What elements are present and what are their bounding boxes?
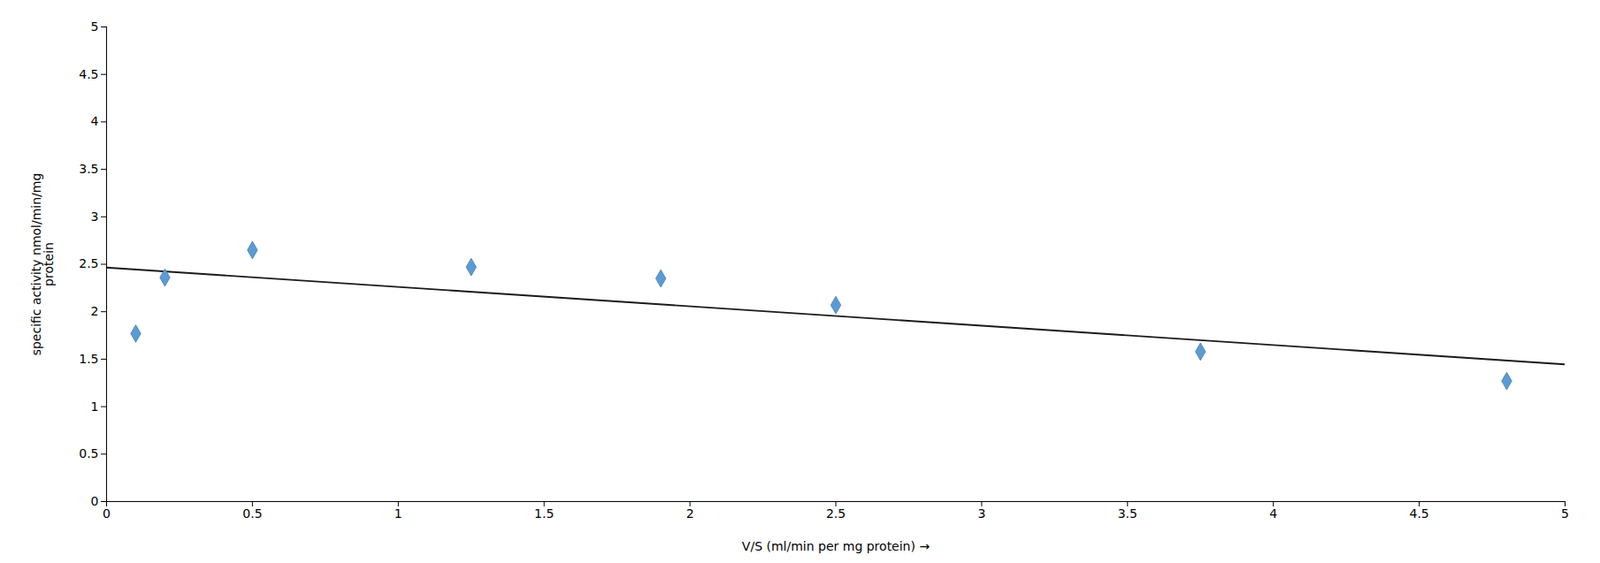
svg-text:1: 1 [91,399,100,414]
svg-text:2.5: 2.5 [826,506,846,521]
svg-text:1.5: 1.5 [534,506,554,521]
svg-text:2: 2 [686,506,695,521]
svg-text:3: 3 [977,506,986,521]
svg-text:0: 0 [91,494,100,509]
svg-text:4.5: 4.5 [1408,506,1429,521]
svg-text:2: 2 [91,304,100,319]
svg-text:5: 5 [91,19,100,34]
svg-text:0.5: 0.5 [242,506,262,521]
svg-text:3.5: 3.5 [1117,506,1138,521]
svg-text:4.5: 4.5 [78,67,99,82]
svg-text:4: 4 [91,114,100,129]
svg-text:1: 1 [394,506,403,521]
svg-text:3: 3 [91,209,100,224]
svg-text:0: 0 [102,506,111,521]
svg-text:V/S (ml/min per mg protein) →: V/S (ml/min per mg protein) → [742,539,931,554]
svg-text:5: 5 [1561,506,1570,521]
svg-text:0.5: 0.5 [78,446,99,461]
svg-text:4: 4 [1269,506,1278,521]
svg-text:1.5: 1.5 [78,352,99,367]
svg-text:specific activity nmol/min/mgp: specific activity nmol/min/mgprotein [29,173,56,357]
svg-text:2.5: 2.5 [78,256,99,271]
svg-text:3.5: 3.5 [78,161,99,177]
